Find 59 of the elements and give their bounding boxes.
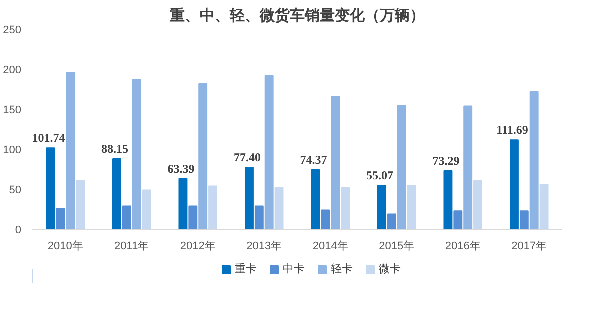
legend-label: 轻卡 xyxy=(331,262,353,276)
bar xyxy=(122,206,132,230)
y-tick-label: 100 xyxy=(3,144,22,156)
y-tick-label: 50 xyxy=(9,184,22,196)
bar xyxy=(397,105,406,230)
bar xyxy=(341,187,350,230)
bar xyxy=(178,178,188,230)
y-tick-label: 150 xyxy=(3,104,22,116)
bar xyxy=(76,180,86,230)
legend-label: 中卡 xyxy=(283,262,305,276)
bar xyxy=(464,106,473,230)
bar xyxy=(377,184,386,230)
bar xyxy=(254,206,264,230)
x-tick-label: 2012年 xyxy=(180,240,216,252)
x-tick-label: 2010年 xyxy=(48,240,84,252)
bar xyxy=(142,190,152,230)
y-tick-label: 0 xyxy=(15,224,22,236)
bar xyxy=(244,167,254,230)
data-label: 77.40 xyxy=(234,150,261,165)
bar xyxy=(198,83,208,230)
data-label: 63.39 xyxy=(168,162,195,176)
bar xyxy=(474,180,483,230)
bar xyxy=(208,186,218,230)
data-label: 74.37 xyxy=(300,153,328,168)
bar xyxy=(311,170,320,230)
bar xyxy=(387,214,396,230)
bar xyxy=(454,210,463,230)
bar xyxy=(66,72,76,230)
bar xyxy=(520,210,529,230)
bar xyxy=(264,75,274,230)
chart-title: 重、中、轻、微货车销量变化（万辆） xyxy=(169,6,425,24)
bar xyxy=(188,206,198,230)
y-tick-label: 200 xyxy=(3,64,22,76)
data-label: 55.07 xyxy=(366,168,394,182)
legend-label: 微卡 xyxy=(379,262,401,276)
bar xyxy=(510,140,519,230)
bar xyxy=(331,96,340,230)
x-tick-label: 2015年 xyxy=(379,240,415,252)
bar xyxy=(56,208,66,230)
x-tick-label: 2011年 xyxy=(114,240,150,252)
bar xyxy=(530,91,539,230)
legend-label: 重卡 xyxy=(235,262,257,276)
data-label: 101.74 xyxy=(32,131,66,146)
bar xyxy=(46,148,56,230)
data-label: 88.15 xyxy=(101,142,128,156)
bar xyxy=(540,184,549,230)
x-tick-label: 2016年 xyxy=(445,240,481,252)
bar xyxy=(274,187,284,230)
data-label: 73.29 xyxy=(432,154,460,168)
bar xyxy=(444,170,453,230)
y-tick-label: 250 xyxy=(3,24,22,36)
data-label: 111.69 xyxy=(496,123,528,138)
x-tick-label: 2013年 xyxy=(246,240,282,252)
bar xyxy=(132,79,142,230)
bar xyxy=(112,158,122,230)
x-tick-label: 2014年 xyxy=(312,240,348,252)
bar xyxy=(407,185,416,230)
bar xyxy=(321,210,330,230)
x-tick-label: 2017年 xyxy=(512,240,548,252)
